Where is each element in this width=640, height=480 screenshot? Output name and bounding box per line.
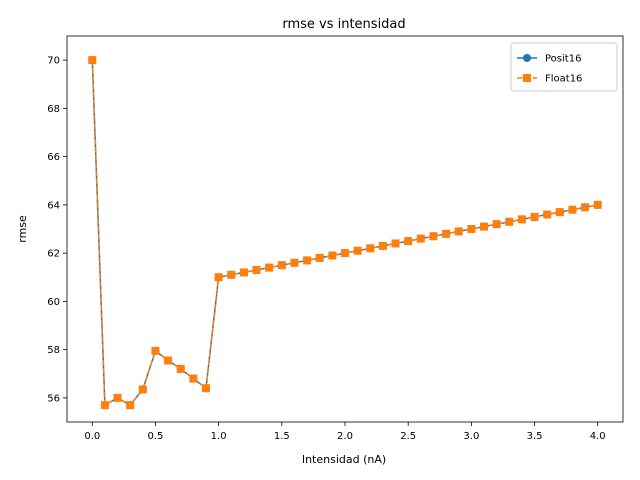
data-point [442, 229, 451, 238]
y-tick-label: 68 [47, 104, 60, 115]
data-point [189, 374, 198, 383]
x-tick-label: 0.5 [148, 431, 164, 442]
legend-label: Posit16 [545, 54, 581, 65]
data-point [480, 222, 488, 231]
data-point [555, 208, 564, 217]
x-tick-label: 0.0 [84, 431, 100, 442]
data-point [378, 241, 387, 250]
data-point [341, 249, 349, 258]
x-tick-label: 1.5 [274, 431, 290, 442]
data-point [151, 346, 160, 355]
data-point [429, 232, 438, 241]
data-point [202, 384, 210, 393]
x-tick-label: 2.0 [337, 431, 353, 442]
data-point [277, 261, 286, 270]
data-point [517, 215, 526, 224]
data-point [391, 239, 400, 248]
y-axis-label: rmse [16, 215, 29, 243]
data-point [88, 56, 97, 65]
data-point [290, 258, 299, 267]
data-point [126, 401, 135, 410]
legend-label: Float16 [545, 74, 582, 85]
data-point [265, 263, 274, 272]
data-point [366, 244, 375, 253]
axis-ticks: 0.0 0.5 1.0 1.5 2.0 2.5 3.0 3.5 4.0 56 58 60 62 64 66 6… [47, 56, 605, 442]
data-point [214, 273, 223, 282]
legend-marker [523, 54, 531, 62]
chart-title: rmse vs intensidad [282, 17, 405, 32]
data-point [303, 256, 312, 265]
data-point [239, 268, 248, 277]
data-point [416, 234, 425, 243]
series-float16 [88, 56, 602, 410]
data-point [176, 364, 185, 373]
x-tick-label: 2.5 [400, 431, 416, 442]
data-point [568, 205, 577, 214]
y-tick-label: 64 [47, 200, 60, 211]
data-point [404, 237, 413, 246]
data-point [138, 385, 147, 394]
y-tick-label: 62 [47, 249, 60, 260]
x-tick-label: 3.5 [527, 431, 543, 442]
data-point [164, 356, 173, 365]
legend-box [510, 42, 618, 92]
y-tick-label: 56 [47, 393, 60, 404]
x-tick-label: 3.0 [463, 431, 479, 442]
y-tick-label: 60 [47, 297, 60, 308]
data-point [353, 246, 362, 255]
x-tick-label: 1.0 [211, 431, 227, 442]
legend-items: Posit16 Float16 [517, 54, 582, 85]
legend-marker [523, 74, 531, 82]
data-point [543, 210, 552, 219]
x-tick-label: 4.0 [590, 431, 606, 442]
data-point [454, 227, 463, 236]
y-tick-label: 66 [47, 152, 60, 163]
data-point [530, 212, 539, 221]
data-point [328, 251, 337, 260]
data-point [505, 217, 514, 226]
data-point [315, 253, 324, 262]
data-point [593, 200, 602, 209]
data-point [227, 270, 236, 279]
y-tick-label: 70 [47, 56, 60, 67]
data-point [492, 220, 501, 229]
plot-area-frame [66, 35, 624, 423]
data-point [100, 401, 109, 410]
data-point [581, 203, 590, 212]
series-layer [88, 56, 602, 410]
data-point [252, 266, 261, 275]
data-point [467, 225, 476, 233]
data-point [113, 393, 122, 402]
x-axis-label: Intensidad (nA) [302, 453, 386, 466]
y-tick-label: 58 [47, 345, 60, 356]
legend: Posit16 Float16 [510, 42, 618, 92]
